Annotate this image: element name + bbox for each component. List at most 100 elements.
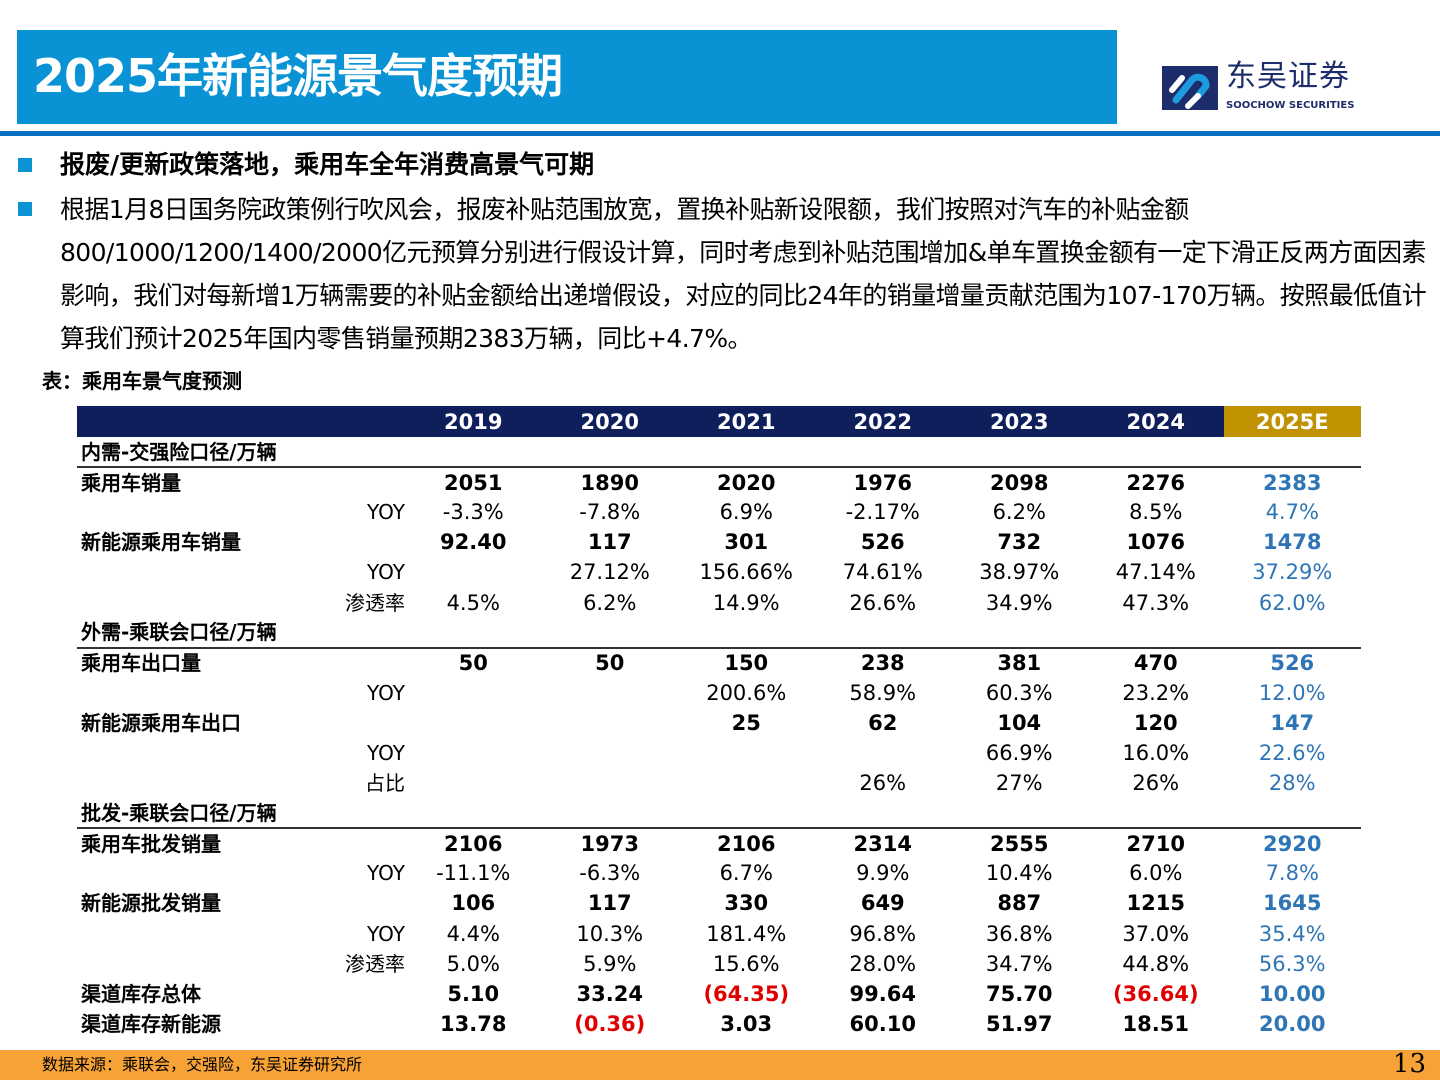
row-sublabel	[287, 527, 405, 557]
table-cell: -2.17%	[845, 500, 920, 525]
table-cell: 526	[860, 530, 905, 555]
row-sublabel: YOY	[367, 680, 405, 705]
table-cell: 104	[997, 710, 1042, 735]
row-sublabel	[287, 1009, 405, 1039]
logo-icon	[1162, 66, 1218, 110]
row-label	[77, 858, 287, 888]
table-cell	[542, 768, 679, 798]
row-sublabel: YOY	[367, 560, 405, 585]
table-row: 乘用车销量 2051 1890 2020 1976 2098 2276 2383	[77, 467, 1361, 497]
row-label	[77, 587, 287, 617]
table-cell: 74.61%	[842, 560, 923, 585]
table-cell: 1890	[580, 470, 639, 495]
column-header: 2025E	[1224, 406, 1361, 437]
table-cell	[678, 768, 815, 798]
table-cell	[815, 738, 952, 768]
logo-text-cn: 东吴证券	[1226, 59, 1350, 94]
table-cell: 51.97	[986, 1011, 1053, 1036]
table-cell	[405, 768, 542, 798]
table-cell: 1973	[580, 831, 639, 856]
row-label	[77, 768, 287, 798]
table-row: YOY 200.6% 58.9% 60.3% 23.2% 12.0%	[77, 678, 1361, 708]
table-cell: 8.5%	[1129, 500, 1183, 525]
table-row: YOY 66.9% 16.0% 22.6%	[77, 738, 1361, 768]
table-cell: 238	[860, 651, 905, 676]
table-cell: 6.2%	[992, 500, 1046, 525]
column-header: 2020	[541, 406, 678, 437]
row-label: 渠道库存总体	[81, 981, 201, 1006]
table-cell	[405, 678, 542, 708]
table-cell: 147	[1270, 710, 1315, 735]
table-cell: 16.0%	[1122, 740, 1190, 765]
table-cell: 150	[724, 651, 769, 676]
table-cell	[405, 738, 542, 768]
table-cell: 10.00	[1259, 981, 1326, 1006]
table-cell: 106	[451, 891, 496, 916]
table-cell: 6.0%	[1129, 861, 1183, 886]
table-cell	[542, 738, 679, 768]
table-cell: 9.9%	[856, 861, 910, 886]
column-header: 2024	[1087, 406, 1224, 437]
table-cell: 2920	[1263, 831, 1322, 856]
section-heading: 报废/更新政策落地，乘用车全年消费高景气可期	[60, 150, 595, 179]
table-cell: 13.78	[440, 1011, 507, 1036]
table-cell	[542, 678, 679, 708]
row-sublabel	[287, 648, 405, 678]
table-cell: 381	[997, 651, 1042, 676]
table-cell: 117	[587, 530, 632, 555]
page-number: 13	[1392, 1049, 1426, 1079]
table-cell: 7.8%	[1265, 861, 1319, 886]
table-cell: 36.8%	[985, 921, 1053, 946]
table-cell: 6.2%	[583, 590, 637, 615]
table-cell: 887	[997, 891, 1042, 916]
table-cell: 18.51	[1122, 1011, 1189, 1036]
table-cell: 75.70	[986, 981, 1053, 1006]
table-cell: 2276	[1126, 470, 1185, 495]
row-sublabel	[287, 888, 405, 918]
table-cell: -7.8%	[579, 500, 641, 525]
row-sublabel: YOY	[367, 740, 405, 765]
title-bar: 2025年新能源景气度预期	[17, 30, 1117, 124]
table-cell: 14.9%	[712, 590, 780, 615]
row-label: 新能源批发销量	[81, 891, 221, 916]
table-cell: -6.3%	[579, 861, 641, 886]
section-row: 外需-乘联会口径/万辆	[77, 617, 1361, 649]
row-sublabel: 占比	[365, 771, 405, 796]
table-cell: 2020	[717, 470, 776, 495]
table-cell: 35.4%	[1258, 921, 1326, 946]
table-cell: 60.3%	[985, 680, 1053, 705]
section-row: 批发-乘联会口径/万辆	[77, 798, 1361, 830]
table-cell: 5.10	[447, 981, 500, 1006]
table-cell: 44.8%	[1122, 951, 1190, 976]
row-label	[77, 738, 287, 768]
table-row: YOY 4.4% 10.3% 181.4% 96.8% 36.8% 37.0% 35.4%	[77, 919, 1361, 949]
table-row: 乘用车批发销量 2106 1973 2106 2314 2555 2710 2920	[77, 828, 1361, 858]
table-cell: 23.2%	[1122, 680, 1190, 705]
table-cell: 1976	[853, 470, 912, 495]
table-cell: 301	[724, 530, 769, 555]
table-cell: 3.03	[720, 1011, 773, 1036]
table-cell: 4.5%	[446, 590, 500, 615]
table-cell: 20.00	[1259, 1011, 1326, 1036]
table-cell: 330	[724, 891, 769, 916]
table-cell: 26.6%	[849, 590, 917, 615]
table-cell: 5.9%	[583, 951, 637, 976]
row-sublabel	[287, 708, 405, 738]
table-cell	[405, 708, 542, 738]
row-sublabel: 渗透率	[345, 951, 405, 976]
table-cell: 62	[868, 710, 898, 735]
row-sublabel	[287, 979, 405, 1009]
table-cell: 2106	[717, 831, 776, 856]
table-cell: 200.6%	[706, 680, 787, 705]
column-header: 2023	[951, 406, 1088, 437]
table-cell: 26%	[1132, 771, 1180, 796]
section-row: 内需-交强险口径/万辆	[77, 437, 1361, 469]
table-row: YOY 27.12% 156.66% 74.61% 38.97% 47.14% 37.29%	[77, 557, 1361, 587]
table-row: YOY -3.3% -7.8% 6.9% -2.17% 6.2% 8.5% 4.7%	[77, 497, 1361, 527]
table-row: 新能源乘用车出口 25 62 104 120 147	[77, 708, 1361, 738]
row-label: 渠道库存新能源	[81, 1011, 221, 1036]
table-cell: (64.35)	[703, 981, 790, 1006]
table-cell	[678, 738, 815, 768]
row-sublabel: YOY	[367, 500, 405, 525]
table-cell: 1478	[1263, 530, 1322, 555]
